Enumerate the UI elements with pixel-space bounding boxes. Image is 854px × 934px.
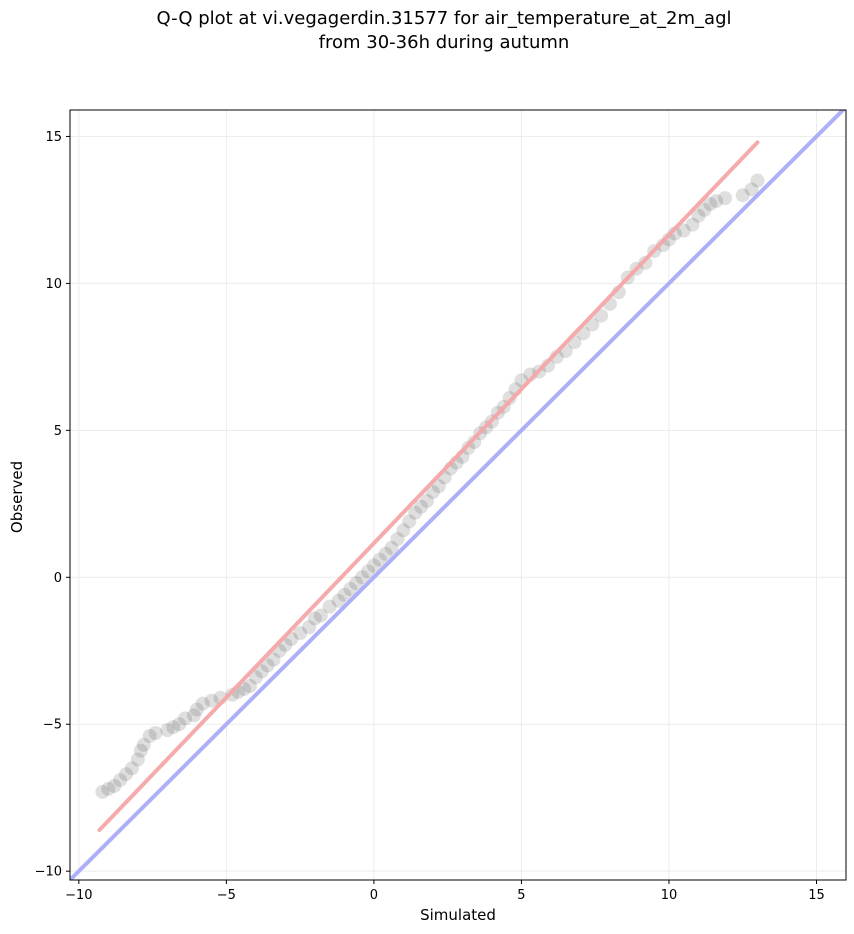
data-point	[130, 752, 145, 767]
data-point	[113, 773, 128, 788]
data-point	[142, 728, 157, 743]
grid	[70, 110, 846, 880]
data-point	[408, 505, 423, 520]
data-point	[461, 440, 476, 455]
data-point	[266, 652, 281, 667]
y-tick-label: 5	[54, 424, 62, 439]
plot-area	[70, 110, 846, 880]
y-tick-label: −5	[43, 718, 62, 733]
plot-frame	[69, 109, 847, 881]
data-point	[349, 576, 364, 591]
data-point	[638, 255, 653, 270]
data-point	[322, 599, 337, 614]
data-point	[425, 485, 440, 500]
data-point	[160, 723, 175, 738]
x-tick-label: 15	[808, 888, 825, 903]
data-point	[502, 391, 517, 406]
x-axis-label: Simulated	[420, 906, 496, 924]
data-point	[260, 658, 275, 673]
y-tick-label: −10	[35, 865, 62, 880]
data-point	[372, 552, 387, 567]
x-tick-label: −10	[65, 888, 92, 903]
data-point	[225, 687, 240, 702]
data-point	[384, 540, 399, 555]
data-point	[691, 208, 706, 223]
data-point	[366, 558, 381, 573]
data-point	[420, 493, 435, 508]
data-point	[166, 720, 181, 735]
data-point	[431, 479, 446, 494]
data-point	[248, 670, 263, 685]
data-point	[361, 564, 376, 579]
data-point	[301, 620, 316, 635]
data-point	[189, 702, 204, 717]
data-point	[718, 191, 733, 206]
chart-title-line2: from 30-36h during autumn	[319, 32, 570, 53]
data-point	[337, 587, 352, 602]
data-point	[178, 711, 193, 726]
data-point	[95, 784, 110, 799]
data-point	[703, 197, 718, 212]
fit-line	[97, 140, 760, 833]
identity-line	[70, 110, 846, 880]
data-point	[378, 546, 393, 561]
data-point	[307, 611, 322, 626]
data-point	[186, 708, 201, 723]
data-point	[414, 499, 429, 514]
data-point	[467, 435, 482, 450]
data-point	[676, 223, 691, 238]
data-point	[195, 696, 210, 711]
y-tick-label: 15	[45, 130, 62, 145]
x-tick-label: 0	[370, 888, 378, 903]
x-tick-label: 10	[661, 888, 678, 903]
data-point	[656, 238, 671, 253]
data-point	[331, 593, 346, 608]
data-point	[136, 737, 151, 752]
data-point	[101, 781, 116, 796]
data-point	[390, 532, 405, 547]
data-point	[148, 726, 163, 741]
x-tick-label: 5	[517, 888, 525, 903]
data-point	[313, 608, 328, 623]
data-point	[697, 202, 712, 217]
y-axis-label: Observed	[8, 461, 26, 533]
data-point	[293, 626, 308, 641]
data-point	[343, 582, 358, 597]
data-point	[735, 188, 750, 203]
data-point	[685, 217, 700, 232]
data-point	[242, 679, 257, 694]
x-tick-label: −5	[217, 888, 236, 903]
data-point	[119, 767, 134, 782]
data-point	[355, 570, 370, 585]
data-point	[254, 664, 269, 679]
y-tick-label: 10	[45, 277, 62, 292]
chart-title-line1: Q-Q plot at vi.vegagerdin.31577 for air_…	[157, 8, 732, 29]
data-point	[172, 717, 187, 732]
data-point	[133, 743, 148, 758]
data-point	[709, 194, 724, 209]
data-point	[107, 778, 122, 793]
data-point	[750, 173, 765, 188]
data-point	[124, 761, 139, 776]
y-tick-label: 0	[54, 571, 62, 586]
data-point	[396, 523, 411, 538]
data-point	[402, 514, 417, 529]
ticks: −10 −5 0 5 10 15 −10 −5 0 5 10 15	[35, 130, 825, 903]
data-point	[204, 693, 219, 708]
data-point	[744, 182, 759, 197]
